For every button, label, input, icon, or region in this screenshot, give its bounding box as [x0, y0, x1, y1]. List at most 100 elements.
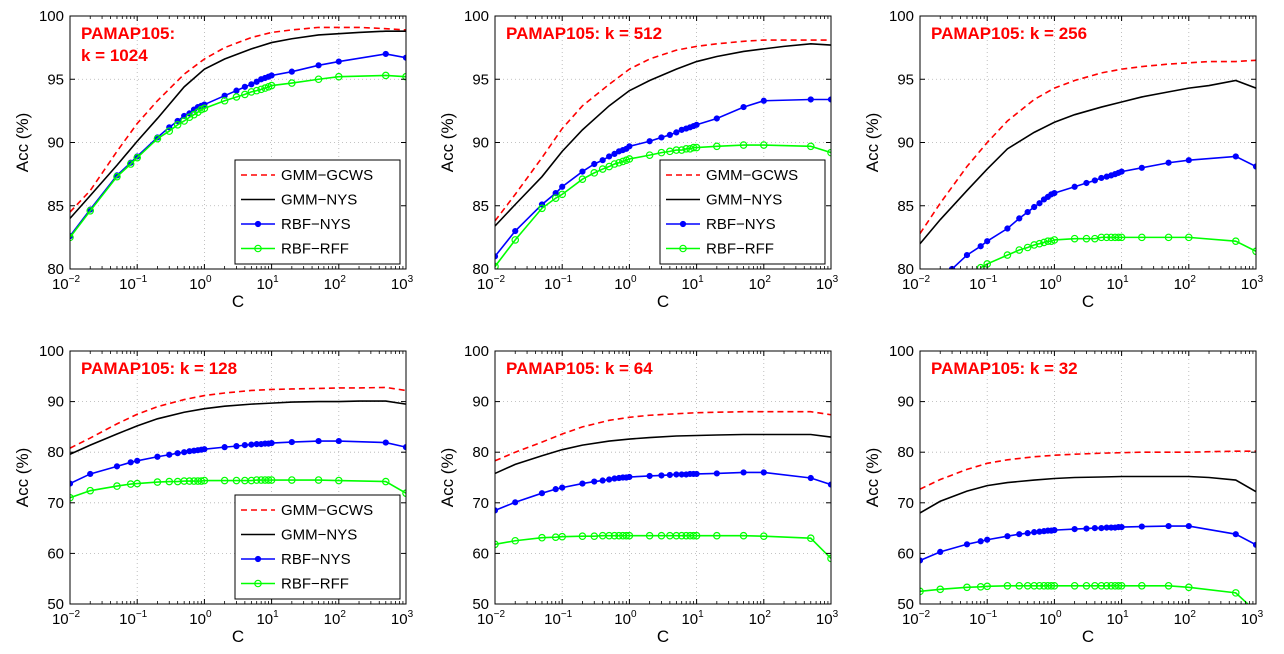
- x-tick-label: 100: [189, 274, 212, 293]
- rbf-rff-point: [113, 482, 121, 490]
- y-tick-label: 80: [47, 444, 64, 461]
- rbf-nys-point: [666, 131, 673, 139]
- rbf-rff-point: [220, 96, 229, 105]
- y-tick-label: 70: [472, 495, 489, 512]
- legend-marker: [679, 220, 687, 228]
- series-line-gmm-gcws: [920, 59, 1256, 235]
- rbf-nys-point: [1024, 208, 1031, 216]
- series-line-gmm-gcws: [70, 26, 406, 213]
- y-tick-label: 85: [897, 198, 914, 215]
- rbf-rff-point: [247, 88, 256, 96]
- rbf-rff-point: [495, 540, 499, 549]
- rbf-rff-point: [288, 476, 296, 484]
- rbf-nys-point: [666, 471, 673, 479]
- rbf-rff-point: [252, 476, 261, 484]
- legend-marker: [254, 220, 262, 228]
- rbf-nys-point: [599, 157, 606, 164]
- rbf-rff-point: [1114, 581, 1123, 590]
- x-tick-label: 10−1: [119, 274, 148, 293]
- rbf-nys-point: [1138, 164, 1145, 171]
- series-line-gmm-nys: [495, 433, 831, 475]
- rbf-nys-point: [382, 439, 389, 446]
- chart-title: PAMAP105: k = 64: [506, 359, 653, 378]
- y-axis-label: Acc (%): [13, 448, 32, 508]
- rbf-rff-point: [1107, 233, 1115, 242]
- rbf-nys-point: [1098, 525, 1105, 532]
- rbf-rff-point: [558, 190, 567, 199]
- rbf-nys-point: [977, 538, 984, 545]
- rbf-rff-point: [1252, 247, 1256, 256]
- legend-label: RBF−NYS: [706, 216, 776, 233]
- rbf-rff-point: [551, 194, 560, 202]
- y-axis-label: Acc (%): [863, 113, 882, 173]
- rbf-nys-point: [1118, 523, 1125, 531]
- rbf-nys-point: [1071, 526, 1078, 533]
- y-tick-label: 90: [472, 394, 489, 411]
- rbf-rff-point: [511, 236, 520, 244]
- rbf-rff-point: [677, 531, 686, 540]
- rbf-rff-point: [1138, 233, 1146, 242]
- y-tick-label: 95: [47, 71, 64, 88]
- rbf-rff-point: [334, 72, 343, 81]
- rbf-nys-point: [1051, 527, 1058, 534]
- rbf-rff-point: [220, 476, 229, 485]
- series-line-gmm-nys: [495, 43, 831, 227]
- rbf-rff-point: [1102, 233, 1111, 242]
- y-axis-label: Acc (%): [13, 113, 32, 173]
- rbf-rff-point: [983, 582, 992, 591]
- rbf-rff-point: [314, 476, 323, 484]
- rbf-rff-point: [759, 141, 768, 149]
- legend-label: GMM−NYS: [281, 192, 357, 209]
- rbf-rff-point: [185, 477, 194, 485]
- rbf-nys-point: [221, 92, 228, 99]
- legend-marker: [254, 579, 262, 588]
- chart-title: PAMAP105: k = 256: [931, 24, 1087, 43]
- rbf-rff-point: [590, 169, 599, 177]
- chart-title: PAMAP105: k = 32: [931, 359, 1078, 378]
- rbf-nys-point: [1036, 200, 1043, 207]
- rbf-rff-point: [190, 477, 198, 485]
- x-tick-label: 101: [1106, 609, 1129, 628]
- rbf-rff-point: [1023, 243, 1032, 252]
- series-line-gmm-gcws: [495, 39, 831, 222]
- rbf-rff-point: [1102, 581, 1111, 590]
- rbf-nys-point: [646, 472, 653, 480]
- rbf-rff-point: [232, 93, 241, 101]
- rbf-rff-point: [1015, 581, 1024, 590]
- series-line-gmm-gcws: [70, 386, 406, 449]
- rbf-rff-point: [1082, 581, 1091, 590]
- rbf-nys-point: [1252, 541, 1256, 548]
- rbf-rff-point: [689, 143, 698, 152]
- rbf-rff-point: [267, 476, 276, 484]
- rbf-nys-point: [606, 153, 613, 160]
- rbf-rff-point: [190, 110, 198, 119]
- series-line-rbf-nys: [495, 98, 831, 257]
- rbf-nys-point: [963, 541, 971, 548]
- rbf-nys-point: [693, 121, 700, 128]
- legend-label: GMM−GCWS: [281, 167, 373, 184]
- y-tick-label: 100: [39, 8, 64, 25]
- y-axis-label: Acc (%): [438, 113, 457, 173]
- y-tick-label: 95: [897, 71, 914, 88]
- rbf-nys-point: [1004, 225, 1011, 232]
- rbf-rff-point: [692, 143, 701, 152]
- rbf-nys-point: [1031, 529, 1038, 536]
- rbf-nys-point: [658, 472, 665, 479]
- rbf-rff-point: [610, 531, 619, 540]
- series-line-rbf-rff: [495, 534, 831, 560]
- rbf-nys-point: [599, 477, 606, 484]
- rbf-rff-point: [153, 478, 162, 486]
- rbf-nys-point: [335, 58, 342, 65]
- x-tick-label: 10−1: [544, 609, 573, 628]
- rbf-rff-point: [381, 477, 390, 486]
- rbf-rff-point: [538, 533, 546, 542]
- rbf-rff-point: [241, 90, 249, 99]
- legend-label: RBF−RFF: [281, 241, 349, 258]
- rbf-rff-point: [615, 531, 623, 540]
- rbf-rff-point: [165, 477, 174, 486]
- rbf-rff-point: [558, 532, 567, 541]
